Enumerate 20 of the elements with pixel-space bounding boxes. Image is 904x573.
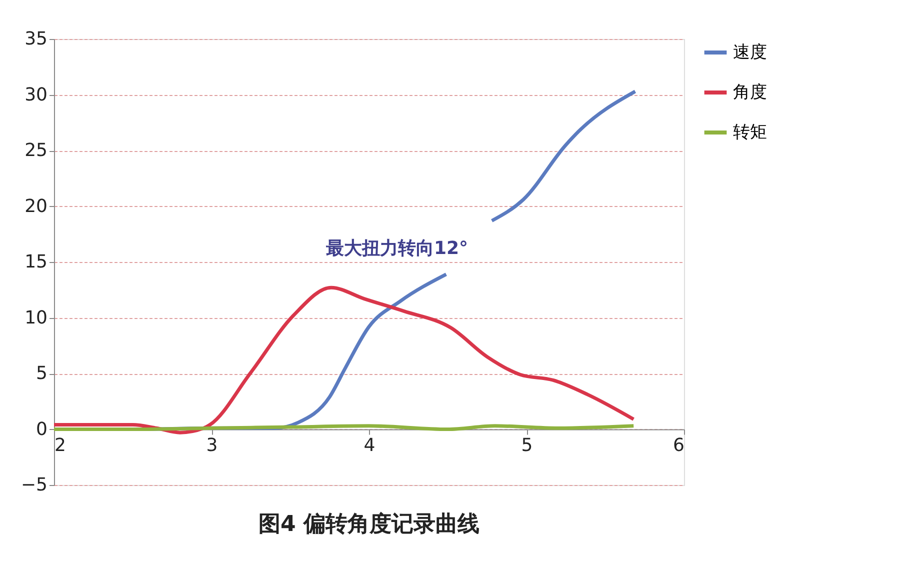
x-tick-label: 6	[673, 434, 684, 456]
annotation: 最大扭力转向12°	[324, 238, 468, 259]
y-tick-label: 5	[36, 363, 48, 384]
y-tick-label: 20	[24, 196, 48, 217]
y-tick-label: 30	[24, 84, 48, 106]
x-tick-label: 3	[206, 434, 218, 456]
x-tick-label: 4	[364, 434, 376, 456]
x-tick-label: 2	[54, 434, 66, 456]
y-tick-label: 10	[24, 307, 48, 328]
y-tick-label: 0	[36, 418, 48, 440]
legend-label: 速度	[733, 42, 767, 62]
y-tick-label: 15	[24, 252, 48, 272]
y-tick-label: 35	[24, 28, 48, 50]
y-tick-label: −5	[20, 474, 48, 496]
legend-label: 转矩	[733, 122, 767, 142]
x-tick-label: 5	[521, 434, 533, 456]
legend-label: 角度	[733, 82, 767, 102]
line-series	[52, 286, 636, 434]
y-tick-label: 25	[24, 140, 48, 161]
text: 图4 偏转角度记录曲线	[258, 511, 480, 537]
